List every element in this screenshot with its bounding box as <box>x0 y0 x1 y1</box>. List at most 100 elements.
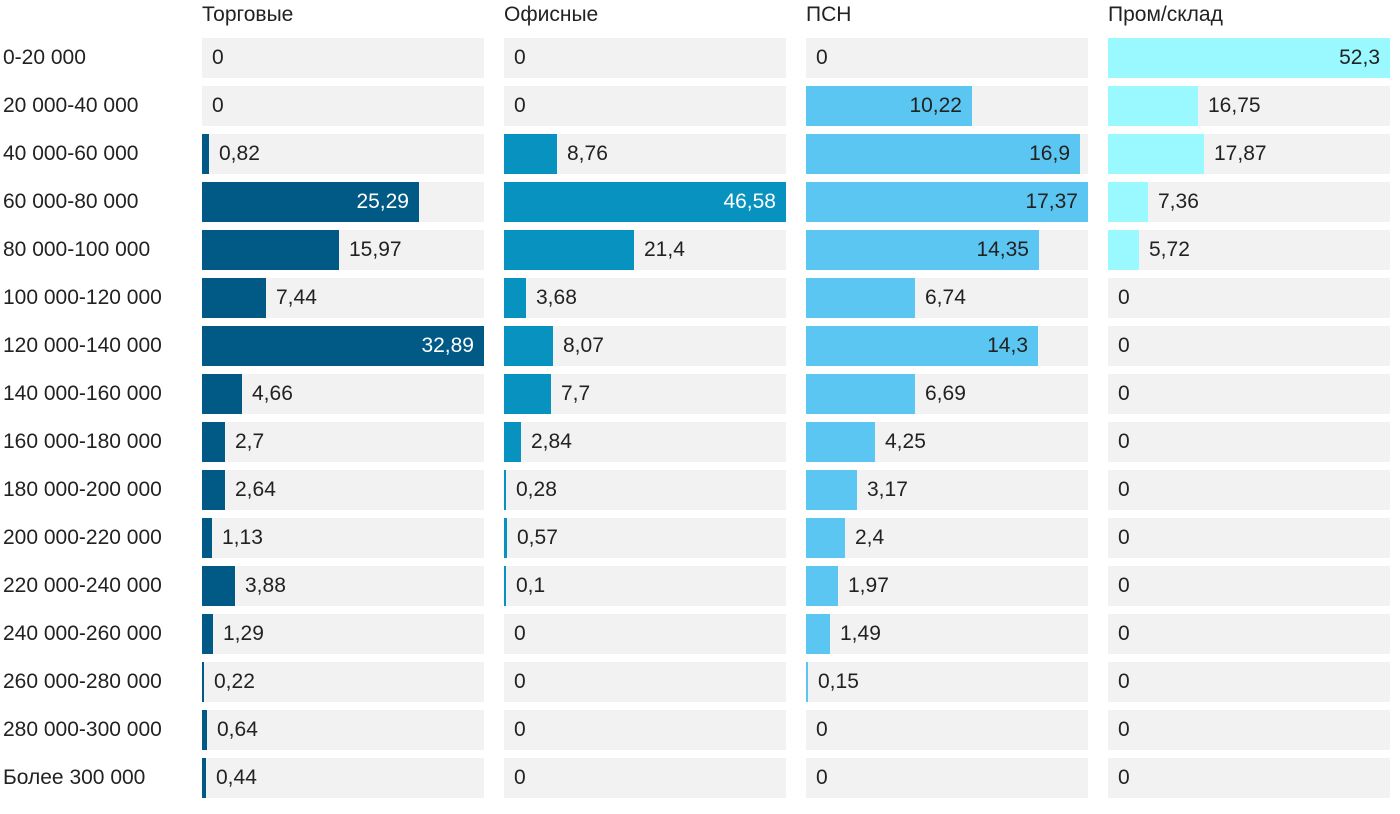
bar <box>504 470 506 510</box>
bar-track: 7,7 <box>504 374 786 414</box>
bar-track: 0 <box>202 38 484 78</box>
bar <box>1108 38 1390 78</box>
data-label: 17,87 <box>1214 142 1267 165</box>
bar-track: 0 <box>806 710 1088 750</box>
data-label: 0,64 <box>217 718 258 741</box>
bar-track: 14,3 <box>806 326 1088 366</box>
data-label: 17,37 <box>1025 190 1078 213</box>
data-label: 0 <box>514 622 526 645</box>
category-label: 260 000-280 000 <box>3 670 162 693</box>
bar-track: 3,17 <box>806 470 1088 510</box>
category-label: 120 000-140 000 <box>3 334 162 357</box>
bar-track: 1,13 <box>202 518 484 558</box>
bar <box>1108 86 1198 126</box>
data-label: 4,66 <box>252 382 293 405</box>
data-label: 14,35 <box>976 238 1029 261</box>
bar-track: 0 <box>1108 278 1390 318</box>
data-label: 0 <box>1118 286 1130 309</box>
category-label: 200 000-220 000 <box>3 526 162 549</box>
data-label: 0 <box>1118 382 1130 405</box>
data-label: 0 <box>1118 526 1130 549</box>
data-label: 0 <box>816 766 828 789</box>
bar-track: 0 <box>504 614 786 654</box>
data-label: 0 <box>1118 574 1130 597</box>
bar-track: 0 <box>1108 710 1390 750</box>
bar <box>504 134 557 174</box>
bar-track: 4,25 <box>806 422 1088 462</box>
bar-track: 0,82 <box>202 134 484 174</box>
bar-track: 2,64 <box>202 470 484 510</box>
bar-track: 0 <box>1108 758 1390 798</box>
bar-track: 0 <box>1108 566 1390 606</box>
bar <box>806 662 808 702</box>
bar <box>1108 182 1148 222</box>
data-label: 1,29 <box>223 622 264 645</box>
data-label: 2,64 <box>235 478 276 501</box>
bar <box>202 134 209 174</box>
category-label: 40 000-60 000 <box>3 142 139 165</box>
data-label: 16,75 <box>1208 94 1261 117</box>
bar <box>806 614 830 654</box>
bar <box>504 278 526 318</box>
panel-title: Торговые <box>202 3 294 26</box>
data-label: 3,88 <box>245 574 286 597</box>
data-label: 3,68 <box>536 286 577 309</box>
data-label: 8,76 <box>567 142 608 165</box>
data-label: 21,4 <box>644 238 685 261</box>
bar-track: 0,64 <box>202 710 484 750</box>
data-label: 2,4 <box>855 526 885 549</box>
data-label: 32,89 <box>421 334 474 357</box>
category-label: 20 000-40 000 <box>3 94 139 117</box>
bar <box>202 518 212 558</box>
bar-track: 0 <box>806 758 1088 798</box>
data-label: 0 <box>212 46 224 69</box>
data-label: 8,07 <box>563 334 604 357</box>
category-label: 80 000-100 000 <box>3 238 151 261</box>
panel-title: Пром/склад <box>1108 3 1223 26</box>
bar-track: 25,29 <box>202 182 484 222</box>
bar-track: 7,36 <box>1108 182 1390 222</box>
data-label: 6,74 <box>925 286 966 309</box>
bar-track: 14,35 <box>806 230 1088 270</box>
bar <box>504 230 634 270</box>
bar-track: 0,28 <box>504 470 786 510</box>
bar <box>806 134 1080 174</box>
data-label: 1,97 <box>848 574 889 597</box>
data-label: 15,97 <box>349 238 402 261</box>
bar-track: 16,9 <box>806 134 1088 174</box>
data-label: 0 <box>1118 766 1130 789</box>
bar <box>504 182 786 222</box>
panel-title: ПСН <box>806 3 852 26</box>
bar <box>202 566 235 606</box>
bar <box>504 326 553 366</box>
bar-track: 17,37 <box>806 182 1088 222</box>
bar <box>202 374 242 414</box>
bar <box>202 470 225 510</box>
bar <box>806 326 1038 366</box>
bar-track: 0 <box>504 662 786 702</box>
bar-track: 0 <box>1108 326 1390 366</box>
data-label: 0 <box>816 718 828 741</box>
data-label: 0,15 <box>818 670 859 693</box>
bar <box>504 566 506 606</box>
data-label: 0 <box>514 718 526 741</box>
bar-track: 0,15 <box>806 662 1088 702</box>
data-label: 0 <box>1118 670 1130 693</box>
bar <box>202 758 206 798</box>
bar-track: 21,4 <box>504 230 786 270</box>
category-label: 280 000-300 000 <box>3 718 162 741</box>
data-label: 10,22 <box>909 94 962 117</box>
category-label: 60 000-80 000 <box>3 190 139 213</box>
bar <box>202 710 207 750</box>
bar-track: 2,84 <box>504 422 786 462</box>
data-label: 6,69 <box>925 382 966 405</box>
data-label: 1,49 <box>840 622 881 645</box>
bar-track: 0 <box>504 86 786 126</box>
panel-title: Офисные <box>504 3 599 26</box>
bar <box>504 518 507 558</box>
category-label: 180 000-200 000 <box>3 478 162 501</box>
bar-track: 0,44 <box>202 758 484 798</box>
data-label: 0,1 <box>516 574 546 597</box>
data-label: 0,57 <box>517 526 558 549</box>
